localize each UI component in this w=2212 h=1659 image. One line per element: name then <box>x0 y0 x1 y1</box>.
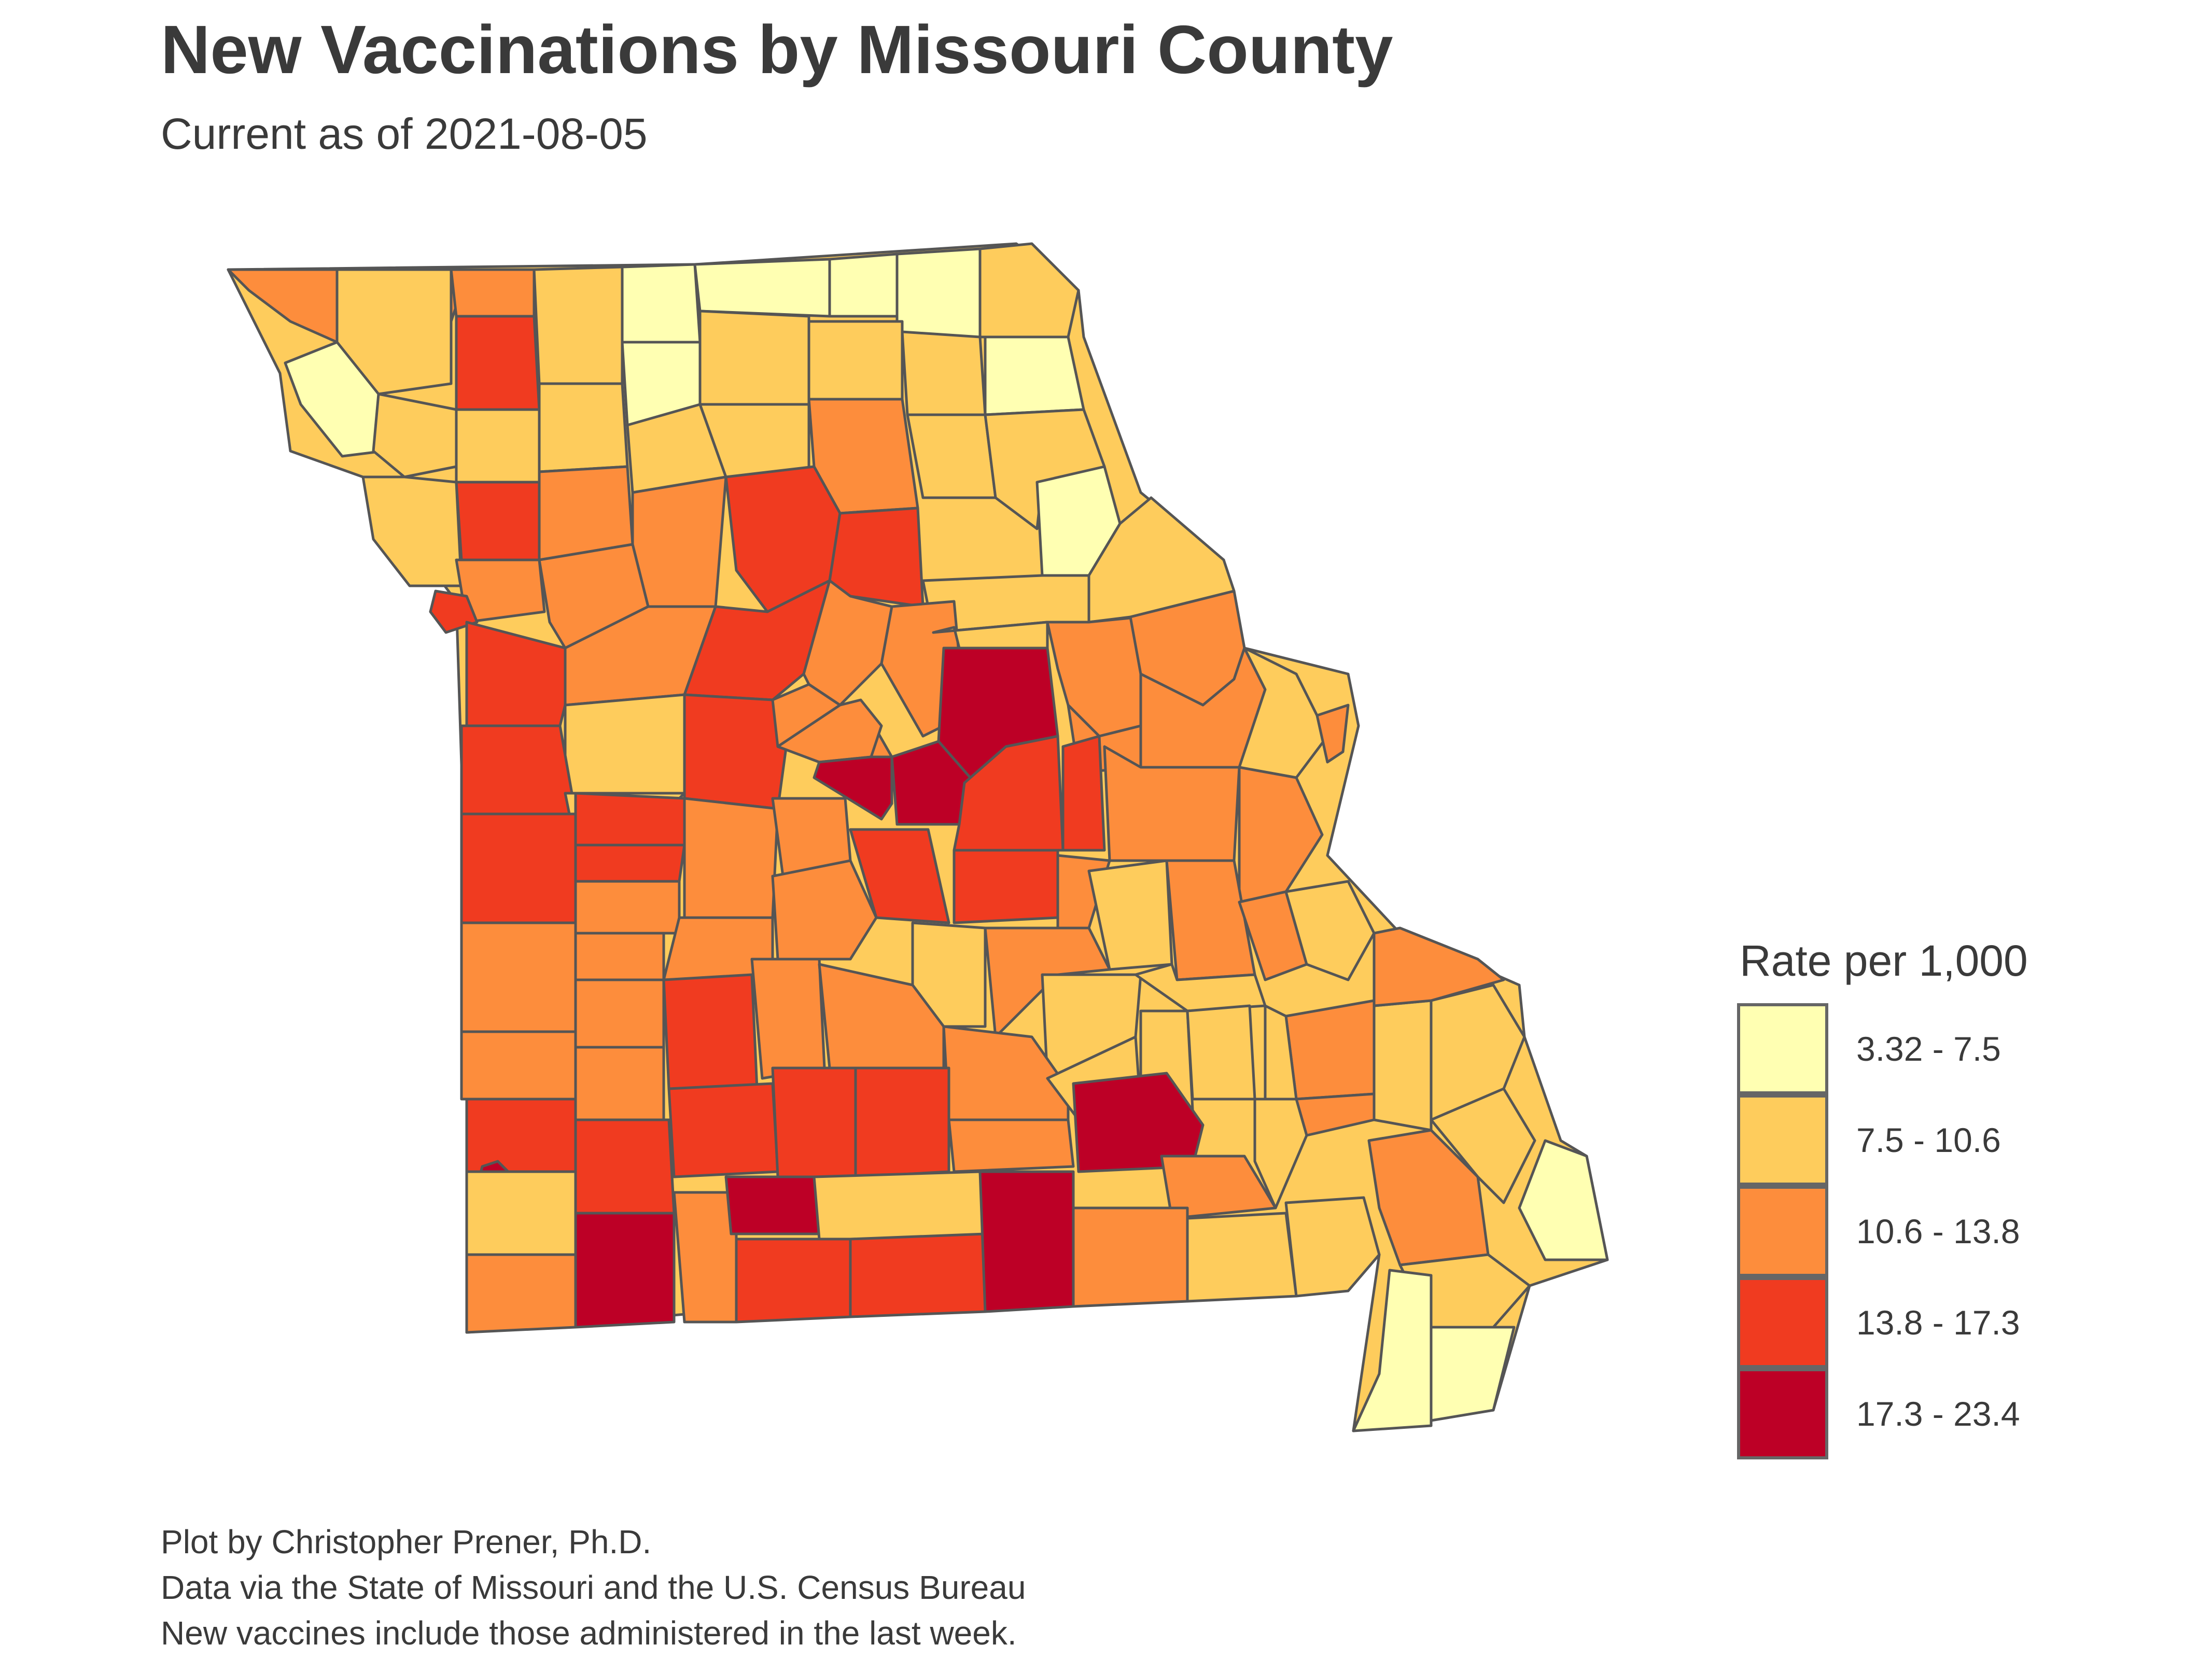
county <box>465 1098 577 1173</box>
county <box>901 330 987 416</box>
county <box>1253 1098 1308 1210</box>
legend-key-1 <box>1737 1003 1828 1094</box>
county <box>574 880 681 935</box>
county <box>564 693 686 795</box>
map-title: New Vaccinations by Missouri County <box>161 11 1393 88</box>
county <box>574 1118 676 1215</box>
county <box>1186 1004 1256 1101</box>
county <box>1373 999 1433 1132</box>
county <box>1072 1206 1189 1308</box>
county <box>1284 1196 1381 1298</box>
county <box>807 320 904 401</box>
county <box>465 1253 577 1334</box>
county <box>372 392 458 479</box>
county <box>724 1175 821 1235</box>
county <box>455 481 541 561</box>
county <box>460 812 577 924</box>
legend-label-5: 17.3 - 23.4 <box>1856 1395 2020 1433</box>
legend-title: Rate per 1,000 <box>1740 936 2028 985</box>
county <box>1352 1269 1433 1432</box>
county <box>361 475 463 587</box>
county <box>771 859 878 961</box>
county <box>947 1118 1075 1173</box>
county <box>1430 1326 1516 1422</box>
county <box>895 247 982 339</box>
county <box>460 921 577 1033</box>
legend-key-3 <box>1737 1186 1828 1277</box>
county <box>854 1066 950 1178</box>
county <box>1430 983 1526 1121</box>
county <box>906 413 997 499</box>
caption-line-1: Plot by Christopher Prener, Ph.D. <box>161 1523 652 1560</box>
county <box>978 242 1080 339</box>
county <box>1430 1087 1536 1204</box>
county <box>538 382 629 473</box>
county <box>1284 999 1376 1101</box>
county <box>455 315 541 411</box>
county <box>465 1170 577 1256</box>
county <box>978 1170 1075 1313</box>
legend-key-2 <box>1737 1094 1828 1186</box>
county <box>335 268 453 396</box>
county <box>911 921 987 1028</box>
map-subtitle: Current as of 2021-08-05 <box>161 109 648 158</box>
legend-key-4 <box>1737 1277 1828 1368</box>
county <box>621 263 702 344</box>
county <box>574 978 665 1049</box>
county <box>1315 704 1350 764</box>
legend-label-1: 3.32 - 7.5 <box>1856 1030 2001 1068</box>
county <box>574 1046 665 1121</box>
county <box>953 849 1059 924</box>
county <box>683 693 795 810</box>
county <box>683 797 779 919</box>
county <box>1072 1072 1205 1173</box>
county <box>673 1191 738 1324</box>
county <box>460 1030 577 1101</box>
county <box>450 268 536 318</box>
county <box>460 724 577 816</box>
county <box>667 1082 779 1178</box>
county <box>533 265 624 385</box>
county <box>631 475 727 608</box>
legend-label-3: 10.6 - 13.8 <box>1856 1212 2020 1250</box>
county <box>698 310 810 406</box>
county <box>813 1170 987 1241</box>
county <box>1284 880 1376 981</box>
county <box>1373 926 1505 1007</box>
caption-line-3: New vaccines include those administered … <box>161 1614 1017 1652</box>
county <box>828 252 899 318</box>
county <box>455 408 541 484</box>
county <box>1061 735 1106 852</box>
county <box>849 828 950 924</box>
county <box>693 258 831 318</box>
county <box>1103 745 1241 862</box>
county <box>662 973 759 1090</box>
county <box>813 755 893 821</box>
county <box>984 335 1085 416</box>
county <box>465 621 567 727</box>
county <box>574 932 665 981</box>
county <box>802 579 893 707</box>
legend-key-5 <box>1737 1368 1828 1459</box>
caption: Plot by Christopher Prener, Ph.D. Data v… <box>161 1519 1026 1656</box>
county <box>750 958 826 1080</box>
county <box>771 1066 857 1178</box>
county <box>735 1238 852 1324</box>
caption-line-2: Data via the State of Missouri and the U… <box>161 1569 1026 1606</box>
county <box>574 1212 676 1329</box>
county <box>574 792 686 847</box>
county <box>574 843 686 883</box>
county <box>1238 766 1324 904</box>
legend-label-4: 13.8 - 17.3 <box>1856 1303 2020 1342</box>
county <box>828 507 925 608</box>
county <box>1186 1212 1298 1303</box>
county <box>1518 1139 1609 1261</box>
county <box>849 1232 987 1318</box>
legend-label-2: 7.5 - 10.6 <box>1856 1121 2001 1159</box>
